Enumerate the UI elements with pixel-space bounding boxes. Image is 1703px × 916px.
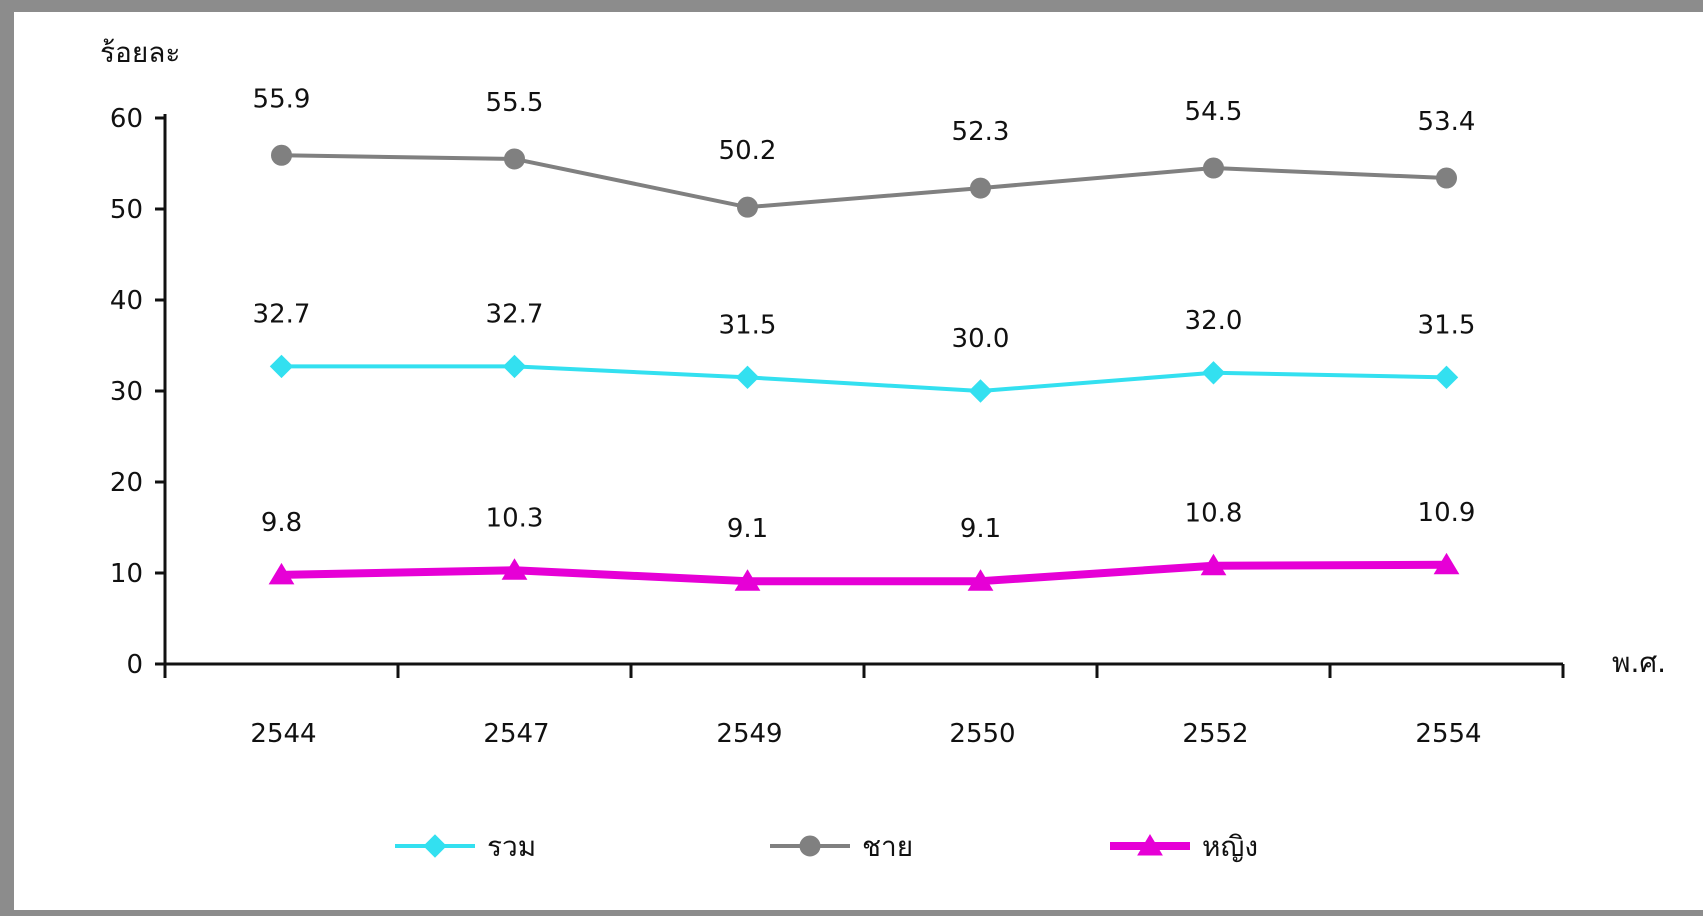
- y-tick-label: 40: [110, 286, 143, 316]
- x-tick-label: 2549: [716, 719, 782, 749]
- data-point-marker: [967, 569, 994, 591]
- series-line-3: [277, 560, 1451, 586]
- data-point-marker: [504, 148, 525, 170]
- legend-label: รวม: [487, 830, 536, 863]
- y-axis-title: ร้อยละ: [100, 36, 180, 69]
- series-line-2: [279, 153, 1449, 210]
- legend-label: ชาย: [862, 830, 913, 863]
- x-tick-label: 2544: [250, 719, 316, 749]
- data-point-marker: [271, 144, 292, 166]
- data-label: 55.9: [253, 84, 311, 114]
- data-point-marker: [1436, 167, 1457, 189]
- legend-marker: [1137, 834, 1163, 856]
- legend-label: หญิง: [1202, 830, 1258, 863]
- data-point-marker: [1434, 365, 1459, 390]
- data-point-marker: [1433, 552, 1460, 575]
- data-label: 50.2: [719, 136, 777, 166]
- x-tick-label: 2554: [1415, 719, 1481, 749]
- data-label: 53.4: [1418, 107, 1476, 137]
- data-label: 9.8: [261, 508, 302, 538]
- y-tick-label: 20: [110, 468, 143, 498]
- data-label: 9.1: [727, 514, 768, 544]
- x-axis-title: พ.ศ.: [1612, 646, 1666, 679]
- data-point-marker: [501, 558, 528, 580]
- data-label: 9.1: [960, 514, 1001, 544]
- data-label: 10.8: [1185, 499, 1243, 529]
- data-point-marker: [968, 379, 993, 403]
- data-point-marker: [735, 365, 760, 390]
- legend-marker: [799, 835, 821, 857]
- legend: รวม ชาย หญิง: [395, 830, 1258, 863]
- y-tick-label: 50: [110, 195, 143, 225]
- y-tick-label: 0: [126, 650, 143, 680]
- data-label: 31.5: [719, 310, 777, 340]
- data-point-marker: [502, 354, 527, 379]
- legend-marker: [423, 834, 447, 858]
- data-point-marker: [734, 569, 761, 591]
- data-point-marker: [269, 354, 294, 379]
- y-tick-label: 10: [110, 559, 143, 589]
- data-label: 31.5: [1418, 310, 1476, 340]
- data-point-marker: [1203, 157, 1224, 179]
- data-label: 54.5: [1185, 97, 1243, 127]
- data-point-marker: [268, 562, 295, 585]
- data-labels: 32.7 32.7 31.5 30.0 32.0 31.5 55.9 55.5 50.2 52.3…: [253, 84, 1476, 544]
- data-point-marker: [737, 196, 758, 218]
- data-point-marker: [1200, 553, 1227, 576]
- series-line-1: [279, 364, 1449, 393]
- x-tick-label: 2550: [949, 719, 1015, 749]
- data-label: 30.0: [952, 324, 1010, 354]
- data-label: 10.3: [486, 503, 544, 533]
- data-point-marker: [970, 177, 991, 199]
- data-label: 32.7: [486, 299, 544, 329]
- x-tick-label: 2552: [1182, 719, 1248, 749]
- data-label: 32.0: [1185, 306, 1243, 336]
- x-tick-label: 2547: [483, 719, 549, 749]
- axes: 0 10 20 30 40 50 60 2544 2547 2549 2550 2552 2554: [110, 104, 1565, 749]
- series-lines: [268, 144, 1460, 591]
- data-label: 10.9: [1418, 498, 1476, 528]
- data-point-marker: [1201, 361, 1226, 385]
- data-label: 55.5: [486, 88, 544, 118]
- y-tick-label: 30: [110, 377, 143, 407]
- y-tick-label: 60: [110, 104, 143, 134]
- data-label: 52.3: [952, 117, 1010, 147]
- data-label: 32.7: [253, 299, 311, 329]
